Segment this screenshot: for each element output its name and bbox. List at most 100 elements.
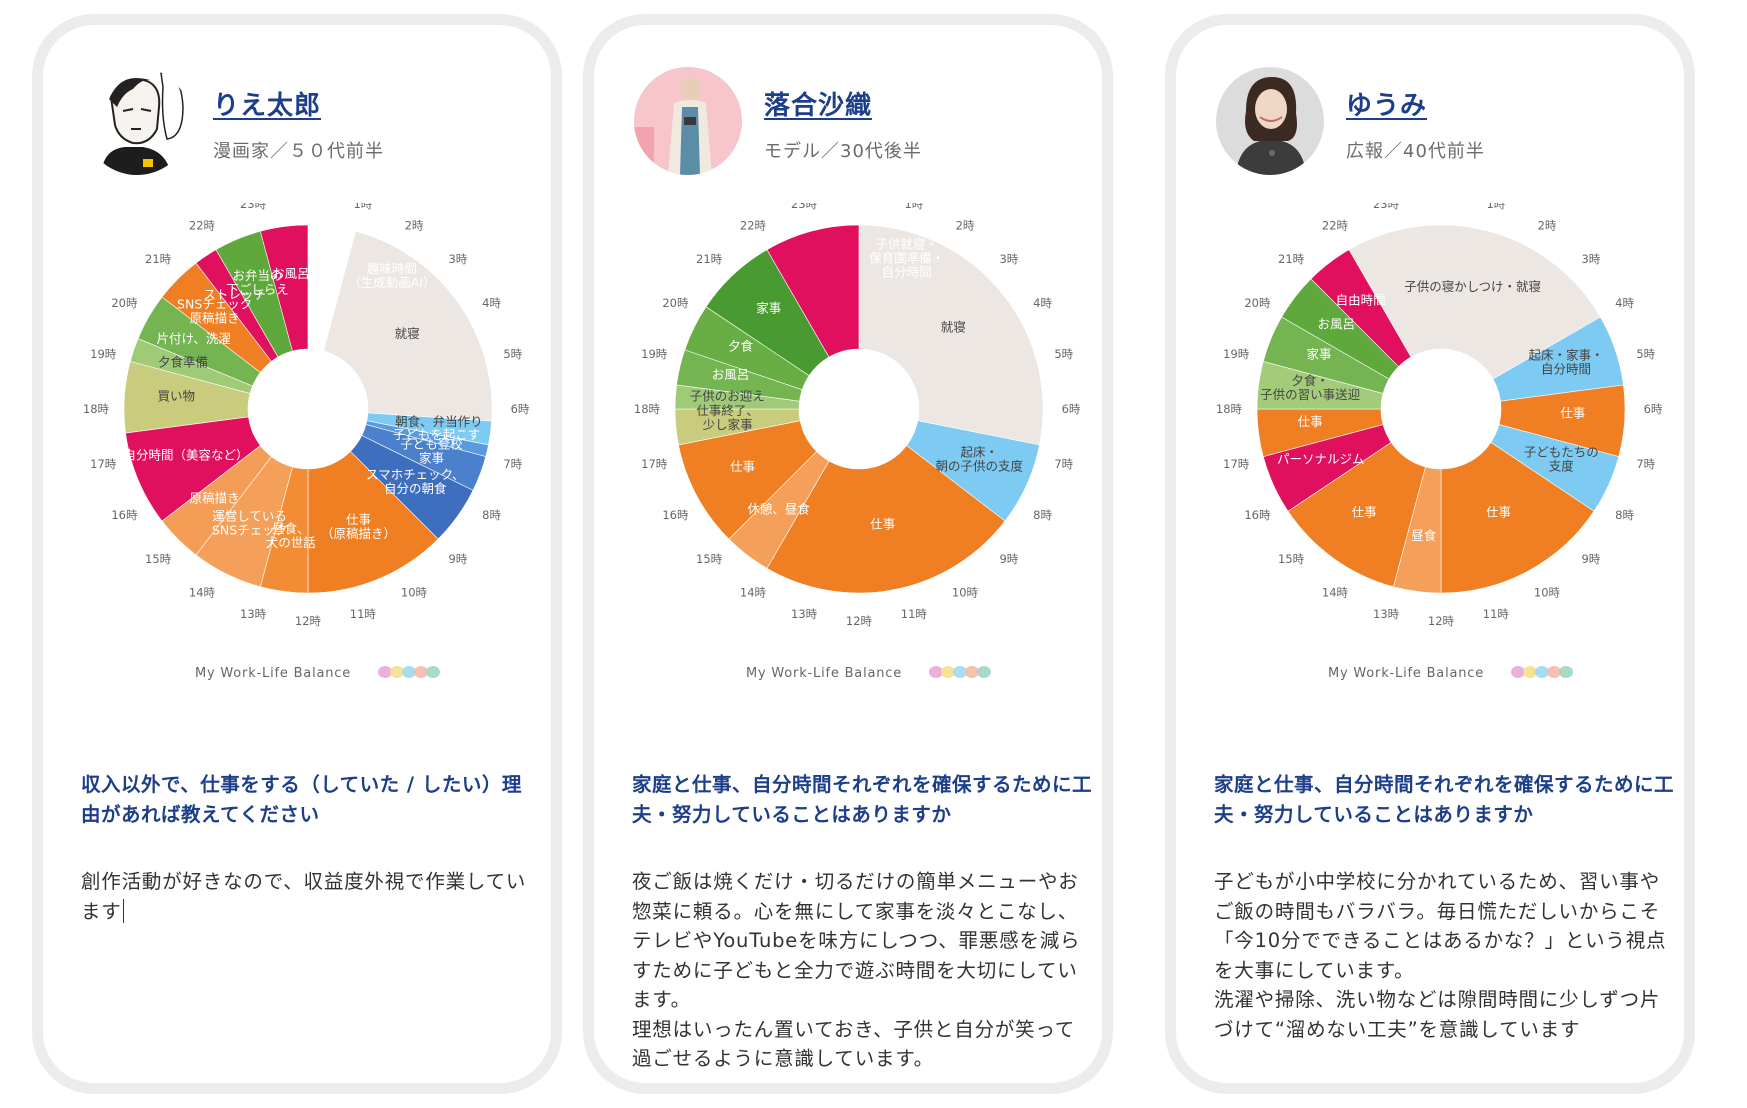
segment-label: 仕事 bbox=[730, 459, 755, 474]
hour-tick-label: 8時 bbox=[1615, 508, 1634, 522]
legend-blob-icon bbox=[941, 666, 955, 678]
segment-label: 仕事 bbox=[870, 517, 895, 532]
hour-tick-label: 1時 bbox=[353, 203, 372, 211]
hour-tick-label: 5時 bbox=[503, 347, 522, 361]
segment-label: 夕食準備 bbox=[158, 355, 208, 370]
hour-tick-label: 6時 bbox=[1062, 402, 1081, 416]
profile-name-link[interactable]: りえ太郎 bbox=[213, 91, 322, 121]
legend-blob-icon bbox=[1547, 666, 1561, 678]
avatar bbox=[634, 67, 742, 175]
manga-artist-portrait-icon bbox=[83, 67, 191, 175]
legend-blob-icon bbox=[953, 666, 967, 678]
hour-tick-label: 14時 bbox=[740, 586, 767, 600]
legend-blob-icon bbox=[1535, 666, 1549, 678]
hour-tick-label: 17時 bbox=[90, 457, 117, 471]
hour-tick-label: 12時 bbox=[1428, 614, 1455, 628]
segment-label: 原稿描き bbox=[190, 490, 240, 505]
segment-label: 仕事 bbox=[1352, 504, 1377, 519]
hour-tick-label: 11時 bbox=[1483, 607, 1510, 621]
segment-label: 仕事終了、少し家事 bbox=[696, 403, 759, 432]
hour-tick-label: 18時 bbox=[634, 402, 661, 416]
hour-tick-label: 16時 bbox=[662, 508, 689, 522]
answer-text: 子どもが小中学校に分かれているため、習い事やご飯の時間もバラバラ。毎日慌ただしい… bbox=[1214, 870, 1667, 1041]
hour-tick-label: 7時 bbox=[1054, 457, 1073, 471]
hour-tick-label: 3時 bbox=[999, 252, 1018, 266]
hour-tick-label: 2時 bbox=[1538, 218, 1557, 232]
segment-label: 自分時間（美容など） bbox=[124, 448, 249, 463]
hour-tick-label: 9時 bbox=[1581, 552, 1600, 566]
hour-tick-label: 23時 bbox=[791, 203, 818, 211]
model-portrait-icon bbox=[634, 67, 742, 175]
hour-tick-label: 16時 bbox=[1244, 508, 1271, 522]
segment-label: 起床・朝の子供の支度 bbox=[935, 444, 1023, 473]
answer-text[interactable]: 創作活動が好きなので、収益度外視で作業しています bbox=[81, 867, 541, 926]
hour-tick-label: 13時 bbox=[791, 607, 818, 621]
segment-label: 朝食、弁当作り bbox=[395, 414, 483, 429]
chart-segment bbox=[323, 230, 493, 422]
hour-tick-label: 18時 bbox=[83, 402, 110, 416]
donut-chart-svg: 趣味時間（生成動画AI） 就寝朝食、弁当作り子どもを起こす子ども登校家事スマホチェ… bbox=[83, 203, 530, 681]
hour-tick-label: 2時 bbox=[956, 218, 975, 232]
hour-tick-label: 14時 bbox=[1322, 586, 1349, 600]
segment-label: 自由時間 bbox=[1336, 292, 1386, 307]
hour-tick-label: 21時 bbox=[1278, 252, 1305, 266]
segment-label: 子ども登校家事 bbox=[400, 436, 463, 465]
avatar bbox=[83, 67, 191, 175]
profile-card-3: ゆうみ 広報／40代前半 子供の寝かしつけ・就寝 起床・家事・自分時間 仕事 子どもた… bbox=[1165, 14, 1695, 1094]
segment-label: 趣味時間（生成動画AI） bbox=[348, 261, 435, 290]
donut-chart-svg: 子供の寝かしつけ・就寝起床・家事・自分時間仕事子どもたちの支度仕事昼食仕事パーソ… bbox=[1216, 203, 1663, 681]
hour-tick-label: 8時 bbox=[482, 508, 501, 522]
segment-label: 買い物 bbox=[158, 388, 196, 403]
hour-tick-label: 22時 bbox=[189, 218, 216, 232]
question-heading: 家庭と仕事、自分時間それぞれを確保するために工夫・努力していることはありますか bbox=[1214, 773, 1675, 826]
hour-tick-label: 10時 bbox=[1534, 586, 1561, 600]
hour-tick-label: 4時 bbox=[482, 296, 501, 310]
donut-chart-svg: 子供就寝・保育園準備・自分時間就寝起床・朝の子供の支度仕事休憩、昼食仕事仕事終了… bbox=[634, 203, 1081, 681]
chart-segment bbox=[1348, 224, 1601, 380]
segment-label: 起床・家事・自分時間 bbox=[1528, 348, 1603, 377]
hour-tick-label: 10時 bbox=[401, 586, 428, 600]
segment-label: 仕事 bbox=[1298, 414, 1323, 429]
chart-segment bbox=[858, 224, 1044, 446]
segment-label: 仕事 bbox=[1486, 505, 1511, 520]
hour-tick-label: 1時 bbox=[904, 203, 923, 211]
hour-tick-label: 3時 bbox=[1581, 252, 1600, 266]
segment-label: 運営している SNSチェック bbox=[212, 508, 287, 537]
segment-label: 就寝 bbox=[941, 320, 966, 335]
legend-blob-icon bbox=[426, 666, 440, 678]
chart-segment bbox=[766, 445, 1006, 594]
hour-tick-label: 17時 bbox=[641, 457, 668, 471]
hour-tick-label: 13時 bbox=[1373, 607, 1400, 621]
segment-label: パーソナルジム bbox=[1277, 451, 1365, 466]
legend-blob-icon bbox=[414, 666, 428, 678]
chart-caption: My Work-Life Balance bbox=[195, 666, 351, 681]
legend-blob-icon bbox=[977, 666, 991, 678]
profile-name-link[interactable]: ゆうみ bbox=[1346, 91, 1428, 121]
chart-segment bbox=[1440, 441, 1595, 594]
work-life-chart: 子供の寝かしつけ・就寝 起床・家事・自分時間 仕事 子どもたちの支度 仕事 昼食 仕事 パーソ… bbox=[1206, 203, 1676, 743]
profile-name-link[interactable]: 落合沙織 bbox=[764, 91, 873, 121]
hour-tick-label: 4時 bbox=[1033, 296, 1052, 310]
segment-label: 子どもたちの支度 bbox=[1524, 444, 1599, 473]
legend-blob-icon bbox=[378, 666, 392, 678]
hour-tick-label: 7時 bbox=[503, 457, 522, 471]
work-life-chart: 子供就寝・保育園準備・自分時間 就寝 起床・朝の子供の支度 仕事 休憩、昼食 仕事 仕事終了… bbox=[624, 203, 1094, 743]
hour-tick-label: 6時 bbox=[1644, 402, 1663, 416]
segment-label: 家事 bbox=[1307, 346, 1332, 361]
segment-label: 子供のお迎え bbox=[690, 388, 765, 403]
hour-tick-label: 13時 bbox=[240, 607, 267, 621]
segment-label: 夕食・子供の習い事送迎 bbox=[1260, 373, 1360, 402]
hour-tick-label: 16時 bbox=[111, 508, 138, 522]
legend-blob-icon bbox=[929, 666, 943, 678]
hour-tick-label: 5時 bbox=[1054, 347, 1073, 361]
hour-tick-label: 12時 bbox=[295, 614, 322, 628]
segment-label: 家事 bbox=[756, 301, 781, 316]
hour-tick-label: 9時 bbox=[999, 552, 1018, 566]
hour-tick-label: 20時 bbox=[662, 296, 689, 310]
segment-label: 休憩、昼食 bbox=[747, 502, 810, 517]
segment-label: ストレッチ bbox=[203, 287, 266, 302]
hour-tick-label: 0時 bbox=[850, 203, 869, 204]
segment-label: 子どもを起こす bbox=[393, 427, 480, 442]
hour-tick-label: 21時 bbox=[696, 252, 723, 266]
hour-tick-label: 6時 bbox=[511, 402, 530, 416]
